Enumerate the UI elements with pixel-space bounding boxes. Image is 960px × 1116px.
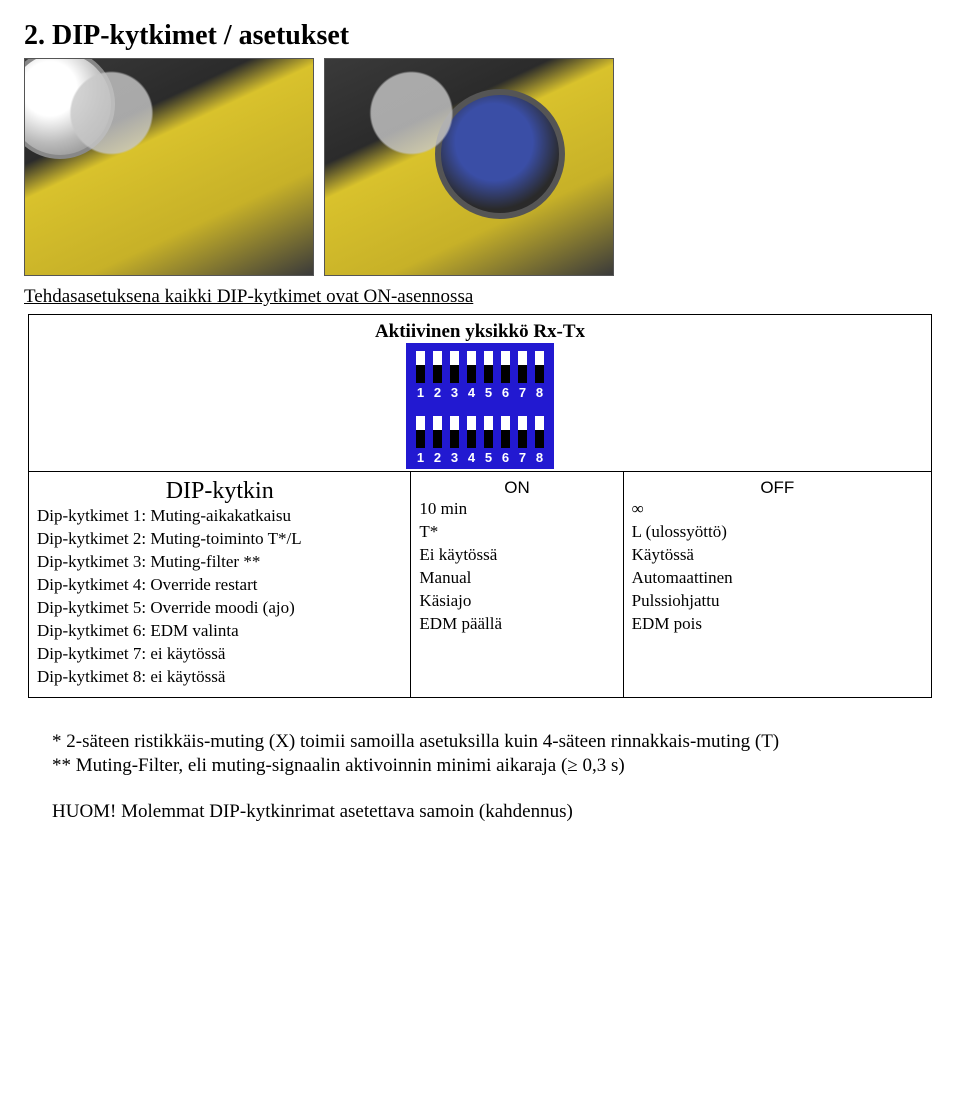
dip-number: 5 [484,450,493,465]
dip-item: Dip-kytkimet 8: ei käytössä [37,666,402,689]
dip-number: 2 [433,385,442,400]
dip-number: 1 [416,450,425,465]
dip-number: 4 [467,385,476,400]
dip-number: 3 [450,450,459,465]
on-item: T* [419,521,614,544]
on-item: 10 min [419,498,614,521]
on-item: EDM päällä [419,613,614,636]
col-header-on: ON [419,478,614,498]
product-image-left [24,58,314,276]
dip-switch [535,416,544,448]
footnotes: * 2-säteen ristikkäis-muting (X) toimii … [52,730,908,779]
off-item: L (ulossyöttö) [632,521,923,544]
col-header-dip: DIP-kytkin [37,478,402,505]
dip-number: 7 [518,385,527,400]
dip-number: 8 [535,385,544,400]
dip-switch [484,351,493,383]
dip-switch [433,351,442,383]
dip-number: 7 [518,450,527,465]
dip-number: 2 [433,450,442,465]
dip-item: Dip-kytkimet 6: EDM valinta [37,620,402,643]
dip-switch [501,416,510,448]
dip-switch [450,416,459,448]
product-images [24,58,936,276]
footnote-2: ** Muting-Filter, eli muting-signaalin a… [52,754,908,779]
knob-icon [24,58,115,159]
on-item: Käsiajo [419,590,614,613]
off-item: EDM pois [632,613,923,636]
dip-number: 3 [450,385,459,400]
on-item: Manual [419,567,614,590]
dip-number: 6 [501,385,510,400]
intro-text: Tehdasasetuksena kaikki DIP-kytkimet ova… [24,286,936,308]
dip-number: 5 [484,385,493,400]
dip-item: Dip-kytkimet 3: Muting-filter ** [37,551,402,574]
product-image-right [324,58,614,276]
page-title: 2. DIP-kytkimet / asetukset [24,20,936,52]
dip-switch [484,416,493,448]
dip-switch [450,351,459,383]
lens-icon [435,89,565,219]
subheading: Aktiivinen yksikkö Rx-Tx [29,321,931,343]
dip-switch [535,351,544,383]
dip-bank-bottom: 1 2 3 4 5 6 7 8 [406,408,554,469]
col-header-off: OFF [632,478,923,498]
off-item: Käytössä [632,544,923,567]
dip-switch [467,351,476,383]
dip-switch [501,351,510,383]
dip-switch [416,351,425,383]
off-item: ∞ [632,498,923,521]
dip-item: Dip-kytkimet 5: Override moodi (ajo) [37,597,402,620]
dip-number: 8 [535,450,544,465]
dip-item: Dip-kytkimet 7: ei käytössä [37,643,402,666]
dip-number: 6 [501,450,510,465]
dip-number: 1 [416,385,425,400]
dip-items: Dip-kytkimet 1: Muting-aikakatkaisu Dip-… [37,505,402,689]
dip-switch-graphic: 1 2 3 4 5 6 7 8 [406,343,554,469]
dip-item: Dip-kytkimet 1: Muting-aikakatkaisu [37,505,402,528]
dip-switch [416,416,425,448]
on-items: 10 min T* Ei käytössä Manual Käsiajo EDM… [419,498,614,636]
huom-note: HUOM! Molemmat DIP-kytkinrimat asetettav… [52,801,908,823]
off-item: Pulssiohjattu [632,590,923,613]
on-item: Ei käytössä [419,544,614,567]
off-item: Automaattinen [632,567,923,590]
dip-bank-top: 1 2 3 4 5 6 7 8 [406,343,554,408]
dip-switch [518,416,527,448]
dip-item: Dip-kytkimet 4: Override restart [37,574,402,597]
dip-switch [433,416,442,448]
dip-switch [467,416,476,448]
off-items: ∞ L (ulossyöttö) Käytössä Automaattinen … [632,498,923,636]
footnote-1: * 2-säteen ristikkäis-muting (X) toimii … [52,730,908,755]
dip-item: Dip-kytkimet 2: Muting-toiminto T*/L [37,528,402,551]
dip-number: 4 [467,450,476,465]
dip-switch [518,351,527,383]
dip-table: Aktiivinen yksikkö Rx-Tx 1 [28,314,932,698]
